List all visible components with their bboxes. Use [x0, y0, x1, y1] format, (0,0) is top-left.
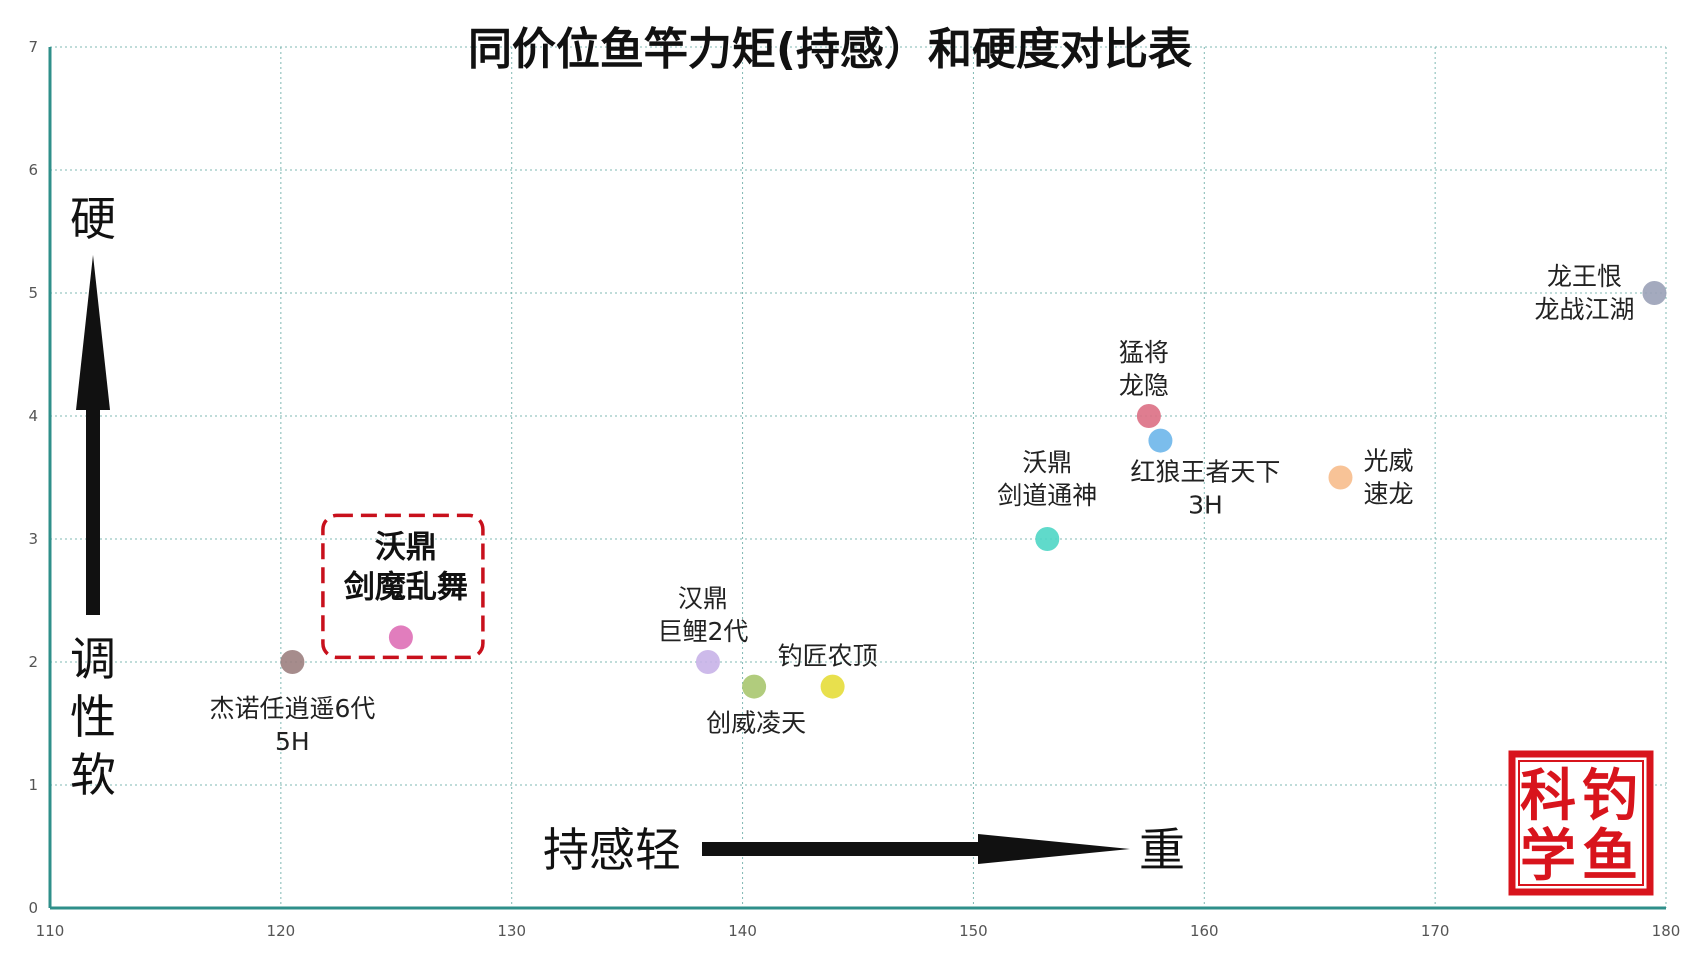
scatter-point [1148, 428, 1173, 453]
horizontal-arrow-shaft [702, 842, 982, 856]
point-label: 光威 [1363, 447, 1413, 476]
seal-character: 科 [1520, 763, 1576, 829]
scatter-point [1136, 404, 1161, 428]
scatter-point [388, 625, 413, 650]
y-annotation-bottom-char: 调 [70, 632, 116, 686]
scatter-point [280, 650, 305, 674]
y-tick-label: 2 [28, 653, 38, 671]
seal-inner-frame [1518, 760, 1644, 886]
x-tick-label: 130 [497, 922, 526, 940]
vertical-arrow-head [76, 255, 110, 410]
point-label: 龙战江湖 [1534, 295, 1634, 324]
y-tick-label: 4 [28, 407, 38, 425]
point-label: 速龙 [1363, 480, 1413, 509]
point-label: 沃鼎 [1022, 448, 1072, 477]
y-tick-label: 7 [28, 38, 38, 56]
y-annotation-bottom-char: 性 [70, 690, 116, 744]
scatter-point [1328, 465, 1353, 490]
x-tick-label: 120 [267, 922, 296, 940]
y-tick-label: 1 [28, 776, 38, 794]
scatter-point [695, 650, 720, 674]
y-tick-label: 5 [28, 284, 38, 302]
x-tick-label: 160 [1190, 922, 1219, 940]
scatter-point [1642, 281, 1667, 305]
scatter-point [1035, 527, 1060, 551]
point-label: 龙王恨 [1547, 262, 1622, 291]
axes [48, 47, 1666, 910]
x-tick-label: 170 [1421, 922, 1450, 940]
vertical-arrow-shaft [86, 405, 100, 615]
grid-lines [50, 46, 1667, 908]
x-annotation-right: 重 [1139, 823, 1185, 877]
point-label: 杰诺任逍遥6代 [209, 694, 375, 723]
chart-title: 同价位鱼竿力矩(持感）和硬度对比表 [468, 24, 1192, 75]
point-label: 剑魔乱舞 [344, 569, 468, 605]
y-annotation-top: 硬 [70, 192, 116, 246]
point-label: 钓匠农顶 [778, 642, 878, 671]
x-tick-label: 150 [959, 922, 988, 940]
y-annotation-bottom-char: 软 [70, 748, 116, 802]
x-tick-label: 180 [1652, 922, 1681, 940]
seal-character: 学 [1520, 823, 1576, 889]
point-label: 剑道通神 [997, 481, 1097, 510]
x-tick-label: 110 [36, 922, 65, 940]
point-label: 5H [275, 727, 310, 756]
x-tick-label: 140 [728, 922, 757, 940]
y-tick-label: 0 [28, 899, 38, 917]
data-points [280, 281, 1667, 699]
point-label: 巨鲤2代 [657, 617, 748, 646]
scatter-point [742, 674, 767, 699]
point-label: 沃鼎 [375, 529, 437, 565]
tick-labels: 110 120 130 140 150 160 170 180 0 1 2 3 4 5 6 7 [28, 38, 1680, 940]
point-label: 创威凌天 [706, 709, 806, 738]
y-tick-label: 3 [28, 530, 38, 548]
x-annotation-left: 持感轻 [543, 823, 681, 877]
point-label: 3H [1188, 491, 1223, 520]
seal-character: 钓 [1582, 763, 1638, 829]
point-label: 汉鼎 [678, 584, 728, 613]
point-label: 猛将 [1119, 338, 1169, 367]
y-tick-label: 6 [28, 161, 38, 179]
seal-frame [1508, 750, 1654, 896]
point-label: 龙隐 [1119, 371, 1169, 400]
seal-character: 鱼 [1582, 823, 1638, 889]
horizontal-arrow-head [978, 834, 1130, 864]
scatter-point [820, 674, 845, 699]
point-label: 红狼王者天下 [1130, 458, 1280, 487]
seal-stamp: 科钓学鱼 [1508, 750, 1654, 896]
